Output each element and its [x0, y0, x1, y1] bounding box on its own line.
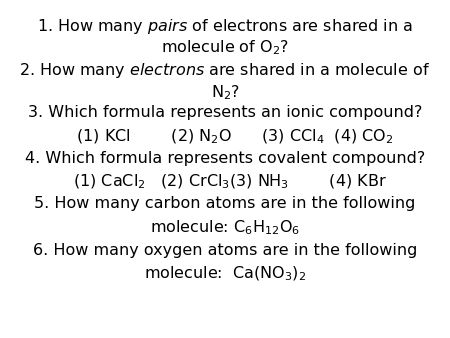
Text: molecule: C$_6$H$_{12}$O$_6$: molecule: C$_6$H$_{12}$O$_6$: [150, 219, 300, 237]
Text: (1) CaCl$_2$   (2) CrCl$_3$(3) NH$_3$        (4) KBr: (1) CaCl$_2$ (2) CrCl$_3$(3) NH$_3$ (4) …: [63, 173, 387, 191]
Text: (1) KCl        (2) N$_2$O      (3) CCl$_4$  (4) CO$_2$: (1) KCl (2) N$_2$O (3) CCl$_4$ (4) CO$_2…: [56, 128, 394, 146]
Text: molecule of O$_2$?: molecule of O$_2$?: [161, 38, 289, 57]
Text: N$_2$?: N$_2$?: [211, 83, 239, 102]
Text: molecule:  Ca(NO$_3$)$_2$: molecule: Ca(NO$_3$)$_2$: [144, 265, 306, 284]
Text: 6. How many oxygen atoms are in the following: 6. How many oxygen atoms are in the foll…: [33, 243, 417, 258]
Text: 5. How many carbon atoms are in the following: 5. How many carbon atoms are in the foll…: [34, 196, 416, 211]
Text: 2. How many $\mathit{electrons}$ are shared in a molecule of: 2. How many $\mathit{electrons}$ are sha…: [19, 62, 431, 80]
Text: 4. Which formula represents covalent compound?: 4. Which formula represents covalent com…: [25, 151, 425, 166]
Text: 1. How many $\mathit{pairs}$ of electrons are shared in a: 1. How many $\mathit{pairs}$ of electron…: [37, 17, 413, 35]
Text: 3. Which formula represents an ionic compound?: 3. Which formula represents an ionic com…: [28, 105, 422, 120]
